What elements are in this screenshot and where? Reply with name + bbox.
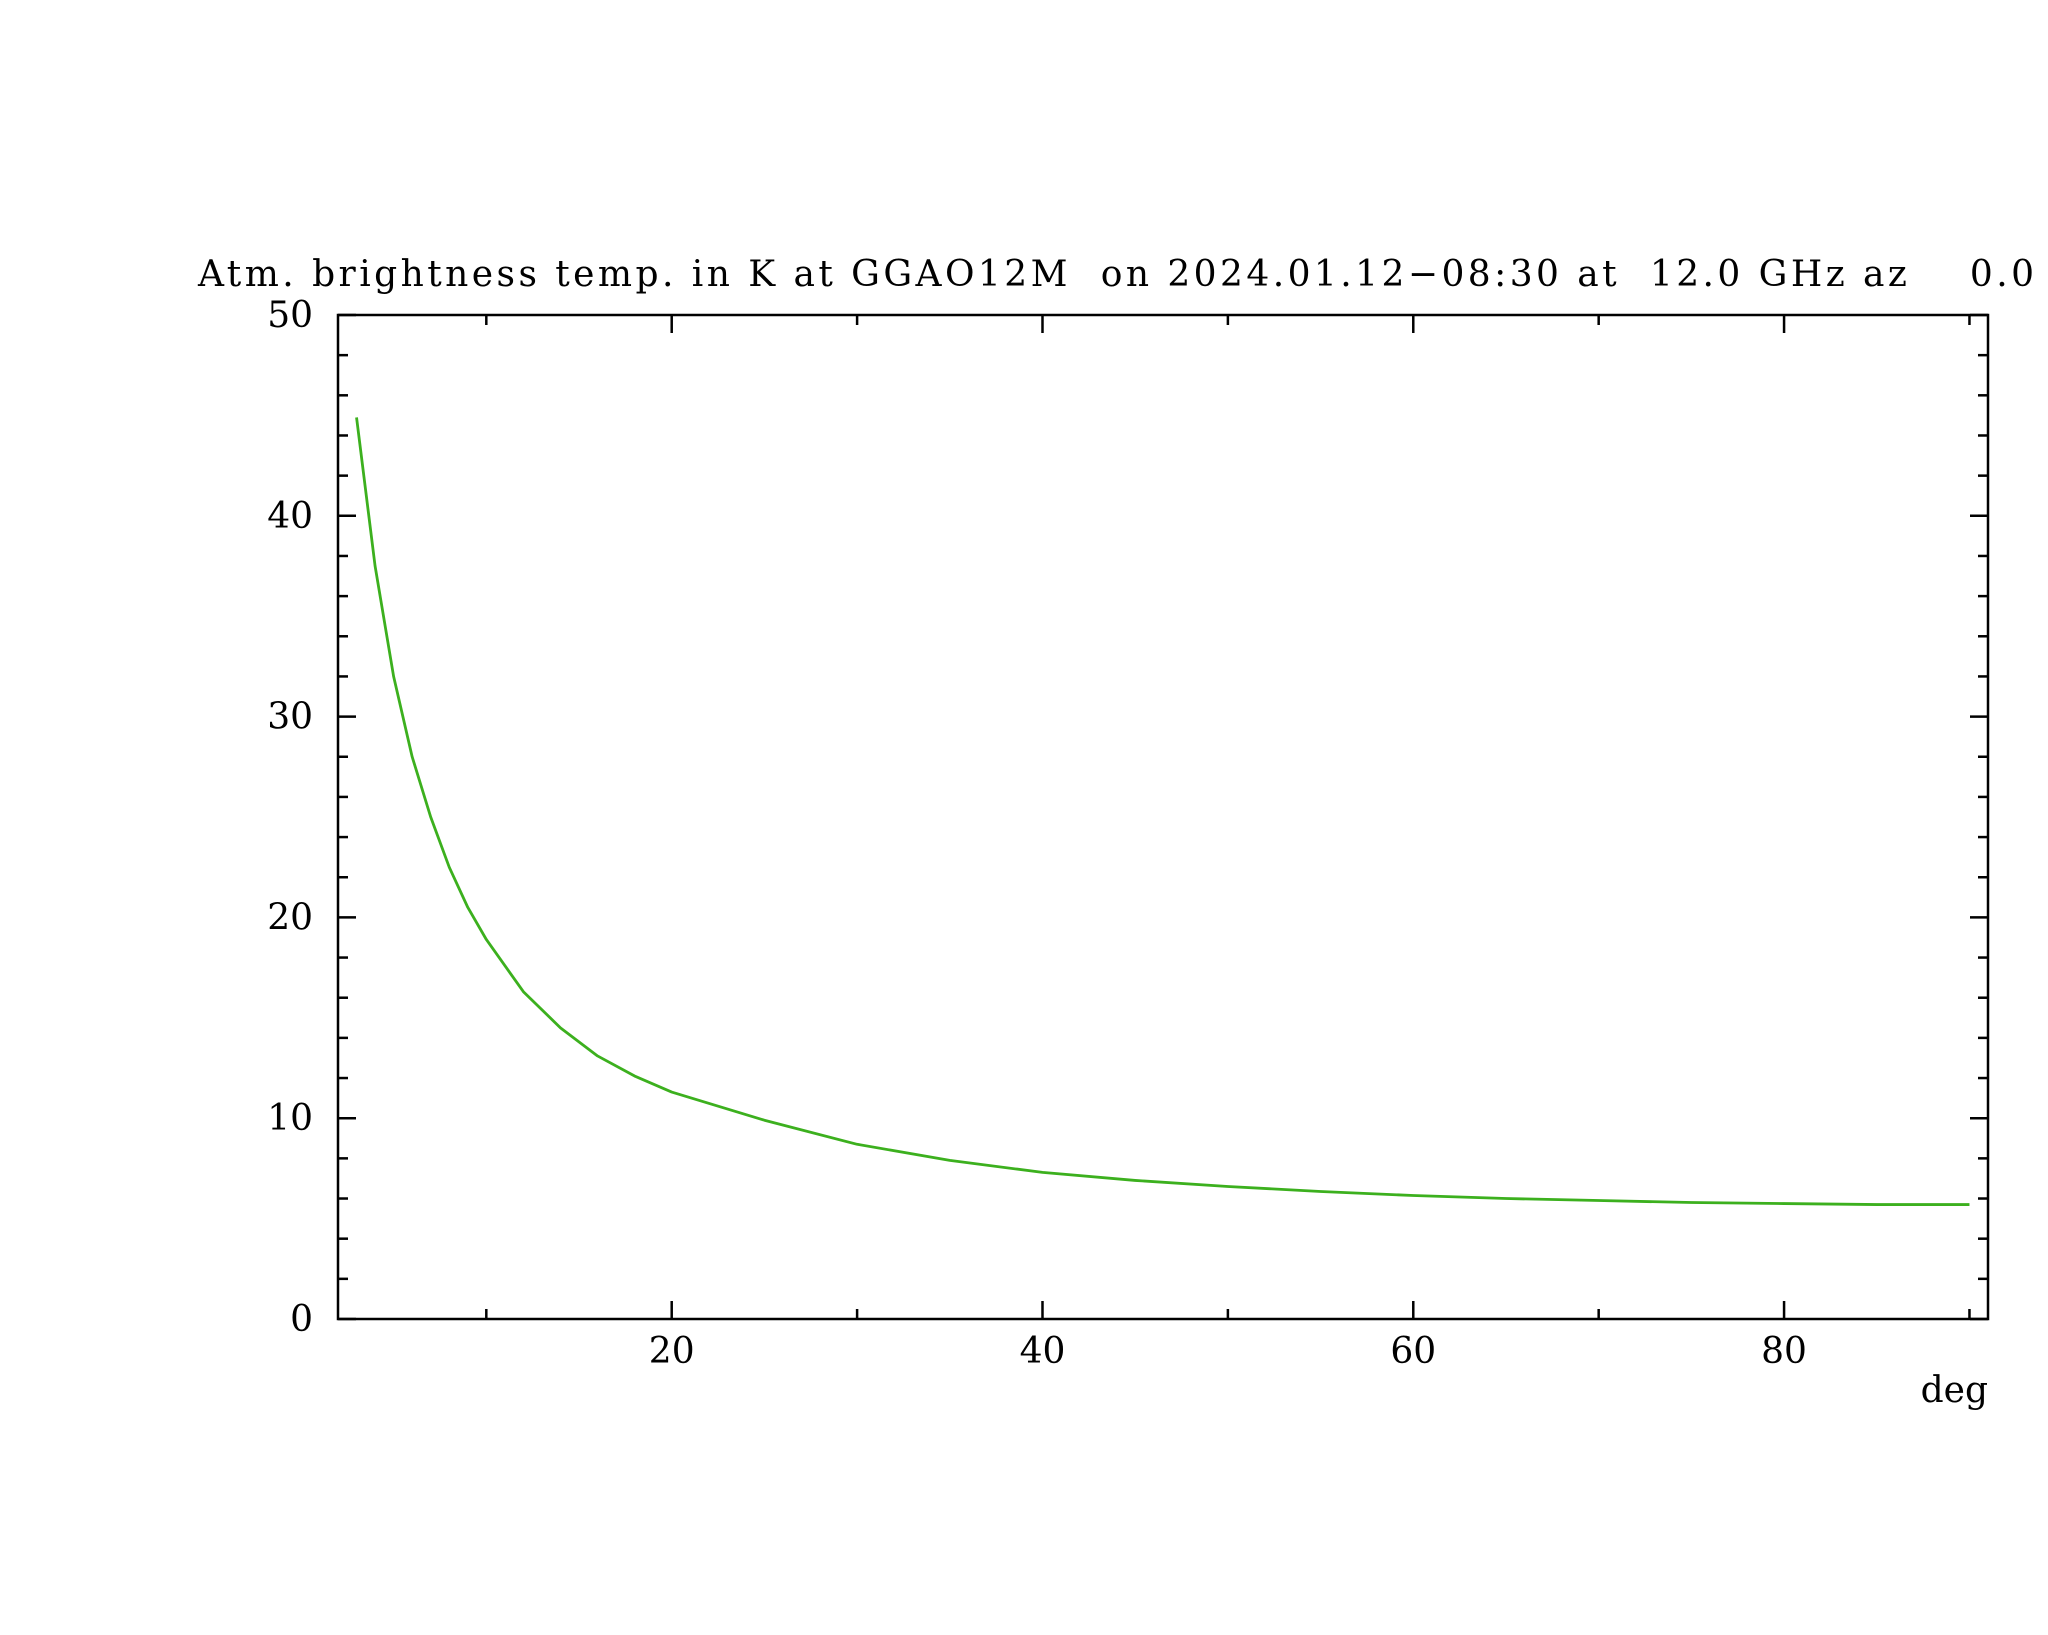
x-tick-label: 80 bbox=[1761, 1331, 1807, 1372]
y-tick-label: 20 bbox=[267, 897, 313, 938]
plot-frame bbox=[336, 313, 1990, 1321]
chart-title: Atm. brightness temp. in K at GGAO12M on… bbox=[197, 254, 2034, 295]
x-tick-label: 40 bbox=[1020, 1331, 1066, 1372]
x-tick-label: 20 bbox=[649, 1331, 695, 1372]
y-tick-label: 30 bbox=[267, 697, 313, 738]
x-tick-label: 60 bbox=[1390, 1331, 1436, 1372]
data-line bbox=[355, 417, 1970, 1206]
y-tick-label: 10 bbox=[267, 1098, 313, 1139]
y-tick-label: 0 bbox=[290, 1299, 313, 1340]
x-axis-label: deg bbox=[1921, 1370, 1988, 1411]
y-tick-label: 50 bbox=[267, 295, 313, 336]
y-tick-label: 40 bbox=[267, 496, 313, 537]
